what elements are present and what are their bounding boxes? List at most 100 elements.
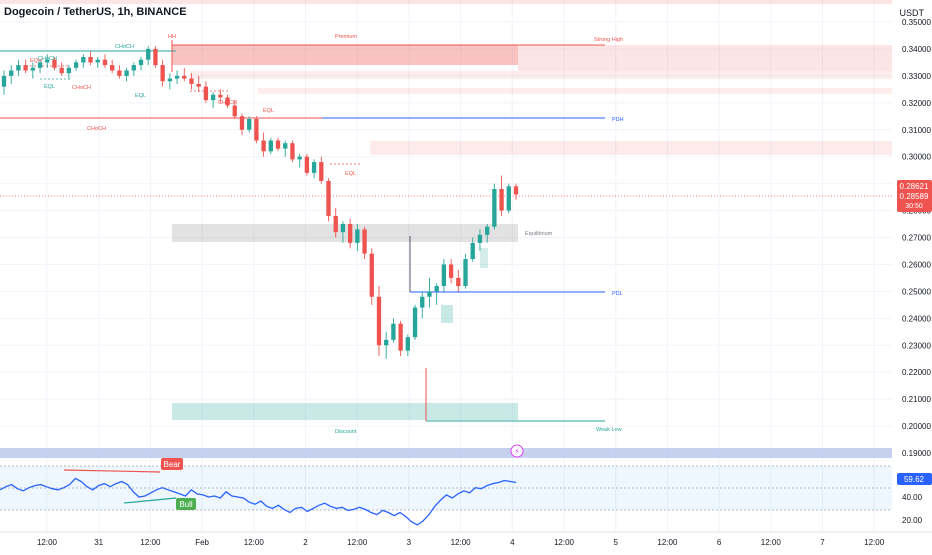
ob-bull-1 xyxy=(441,305,453,323)
candle-body xyxy=(182,75,187,79)
candle-body xyxy=(384,339,389,346)
candle-body xyxy=(448,264,454,278)
candle-body xyxy=(138,59,144,66)
price-tick: 0.27000 xyxy=(902,234,931,243)
candle-body xyxy=(463,259,468,286)
candle-body xyxy=(484,226,490,235)
candle-body xyxy=(153,48,158,66)
price-tick: 0.35000 xyxy=(902,18,931,27)
candle-body xyxy=(102,59,108,66)
candle-body xyxy=(189,78,194,84)
candle-body xyxy=(66,67,72,74)
time-tick: 12:00 xyxy=(347,538,368,547)
svg-text:59.62: 59.62 xyxy=(904,475,925,484)
candle-body xyxy=(492,189,497,227)
candle-body xyxy=(513,186,519,195)
candle-body xyxy=(203,86,209,101)
candle-body xyxy=(304,156,310,173)
strong-high-label: Strong High xyxy=(594,37,623,43)
candle-body xyxy=(37,62,43,68)
osc-axis[interactable]: 40.00 20.00 59.62 xyxy=(897,473,932,525)
candle-body xyxy=(9,70,14,76)
candle-body xyxy=(73,62,79,68)
candle-body xyxy=(326,180,331,216)
candle-body xyxy=(110,65,115,71)
supply-zone-3 xyxy=(370,141,892,155)
candle-body xyxy=(376,296,382,346)
time-tick: 12:00 xyxy=(864,538,885,547)
svg-text:40.00: 40.00 xyxy=(902,493,923,502)
svg-text:20.00: 20.00 xyxy=(902,516,923,525)
svg-text:Bear: Bear xyxy=(164,460,181,469)
time-tick: 12:00 xyxy=(657,538,678,547)
price-tick: 0.31000 xyxy=(902,126,931,135)
price-tick: 0.22000 xyxy=(902,368,931,377)
candle-body xyxy=(268,140,273,152)
candle-body xyxy=(146,48,151,60)
time-tick: 2 xyxy=(303,538,308,547)
grid xyxy=(0,0,892,532)
candle-body xyxy=(427,291,432,297)
candle-body xyxy=(167,78,173,82)
equilibrium-label: Equilibrium xyxy=(525,231,553,237)
candle-body xyxy=(434,285,439,292)
alert-icon[interactable]: ⚡ xyxy=(510,444,524,458)
price-tick: 0.24000 xyxy=(902,314,931,323)
time-tick: 6 xyxy=(717,538,722,547)
candle-body xyxy=(333,215,338,233)
candle-body xyxy=(456,277,461,286)
equilibrium-zone xyxy=(172,224,518,242)
candle-body xyxy=(81,57,86,63)
candle-body xyxy=(124,70,129,76)
candles xyxy=(1,46,519,359)
choch-small-label-3: CHoCH xyxy=(218,100,237,106)
time-axis[interactable]: 12:00 31 12:00 Feb 12:00 2 12:00 3 12:00 4 12:00 5 1… xyxy=(37,538,885,547)
eql-label: EQL xyxy=(44,84,55,90)
currency-label[interactable]: USDT xyxy=(899,8,925,18)
candle-body xyxy=(362,229,367,254)
premium-label: Premium xyxy=(335,34,357,40)
time-tick: 12:00 xyxy=(761,538,782,547)
candle-body xyxy=(196,83,201,87)
bull-div-line xyxy=(123,497,177,504)
hh-label: HH xyxy=(168,34,176,40)
eql-label-4: EQL xyxy=(345,171,356,177)
bull-label: Bull xyxy=(176,498,196,510)
candle-body xyxy=(23,65,28,71)
weak-low-label: Weak Low xyxy=(596,427,622,433)
candle-body xyxy=(1,75,7,87)
price-axis-bg xyxy=(892,0,932,532)
time-tick: 12:00 xyxy=(37,538,58,547)
choch-top-label: CHoCH xyxy=(115,44,134,50)
time-tick: 12:00 xyxy=(140,538,161,547)
candle-body xyxy=(275,140,281,149)
candle-body xyxy=(117,70,122,76)
candle-body xyxy=(254,118,259,141)
candle-body xyxy=(225,97,230,106)
candle-body xyxy=(311,162,317,173)
candle-body xyxy=(499,189,504,211)
candle-body xyxy=(95,59,100,63)
candle-body xyxy=(239,116,245,130)
pdl-label: PDL xyxy=(612,291,623,297)
price-tick: 0.20000 xyxy=(902,422,931,431)
supply-zone-2 xyxy=(258,88,892,94)
candle-body xyxy=(232,105,237,117)
pdh-label: PDH xyxy=(612,117,624,123)
candle-body xyxy=(405,337,410,351)
candle-body xyxy=(420,296,425,308)
oscillator-pane: Bear Bull xyxy=(0,458,892,526)
candle-body xyxy=(319,162,324,181)
svg-text:0.28621: 0.28621 xyxy=(900,182,929,191)
choch-small-label-2: CHoCH xyxy=(72,85,91,91)
ob-bull-2 xyxy=(480,248,488,268)
last-price-badge: 0.28621 0.28589 30:50 xyxy=(897,180,932,212)
candle-body xyxy=(59,67,64,74)
premium-zone xyxy=(172,45,518,65)
discount-zone xyxy=(172,403,518,420)
candle-body xyxy=(412,307,418,338)
candle-body xyxy=(391,323,396,340)
price-tick: 0.23000 xyxy=(902,341,931,350)
price-tick: 0.32000 xyxy=(902,99,931,108)
